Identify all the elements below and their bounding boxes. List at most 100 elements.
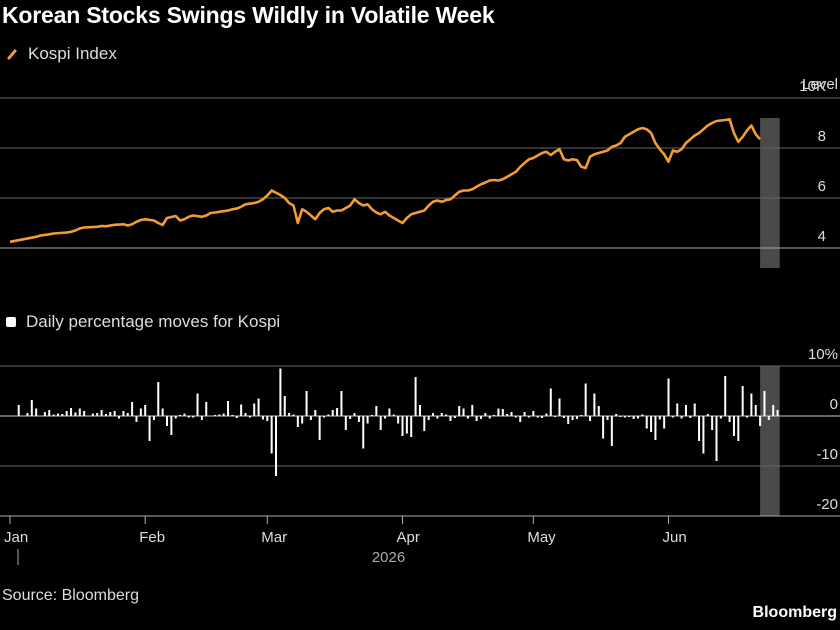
daily-move-bar: [602, 416, 605, 439]
daily-move-bar: [741, 386, 744, 416]
highlight-band-top: [760, 118, 780, 268]
daily-move-bar: [754, 405, 757, 416]
daily-move-bar: [541, 416, 544, 418]
daily-move-bar: [327, 414, 330, 416]
y-axis-title: Level: [802, 76, 838, 93]
daily-move-bar: [288, 413, 291, 416]
chart-title: Korean Stocks Swings Wildly in Volatile …: [2, 2, 495, 28]
daily-move-bar: [580, 415, 583, 416]
daily-move-bar: [759, 416, 762, 426]
daily-move-bar: [30, 400, 33, 416]
daily-move-bar: [480, 416, 482, 419]
daily-move-bar: [353, 413, 356, 416]
daily-move-bar: [427, 416, 430, 420]
daily-move-bar: [375, 406, 378, 416]
daily-move-bar: [776, 410, 779, 416]
daily-move-bar: [253, 403, 256, 416]
daily-move-bar: [196, 393, 199, 416]
y-tick-label-bottom: 10%: [808, 346, 838, 363]
daily-move-bar: [240, 404, 243, 416]
daily-move-bar: [571, 416, 574, 420]
daily-move-bar: [746, 416, 749, 418]
daily-move-bar: [654, 416, 657, 440]
daily-move-bar: [645, 416, 648, 429]
daily-move-bar: [392, 414, 395, 416]
daily-move-bar: [702, 416, 705, 454]
daily-move-bar: [628, 416, 631, 417]
daily-move-bar: [61, 414, 64, 416]
daily-move-bar: [152, 416, 155, 420]
daily-move-bar: [213, 415, 216, 416]
daily-move-bar: [292, 414, 295, 416]
daily-move-bar: [689, 416, 692, 418]
daily-move-bar: [562, 416, 565, 418]
daily-move-bar: [301, 416, 304, 424]
daily-move-bar: [484, 413, 487, 416]
daily-move-bar: [750, 393, 753, 416]
y-tick-label-top: 4: [818, 228, 826, 245]
daily-move-bar: [83, 411, 86, 416]
daily-move-bar: [248, 416, 251, 418]
daily-move-bar: [379, 416, 382, 430]
daily-move-bar: [527, 416, 530, 418]
daily-move-bar: [170, 416, 173, 435]
daily-move-bar: [283, 396, 286, 416]
daily-move-bar: [641, 414, 644, 416]
daily-move-bar: [410, 416, 413, 437]
daily-move-bar: [719, 416, 722, 419]
daily-move-bar: [113, 411, 116, 416]
daily-move-bar: [584, 383, 587, 416]
daily-move-bar: [78, 408, 81, 416]
daily-move-bar: [157, 382, 160, 416]
daily-move-bar: [122, 411, 125, 416]
daily-move-bar: [658, 416, 661, 420]
daily-move-bar: [344, 416, 347, 430]
daily-move-bar: [536, 416, 539, 418]
daily-move-bar: [698, 416, 701, 441]
legend-line-label: Kospi Index: [28, 44, 117, 63]
daily-move-bar: [388, 408, 391, 416]
daily-move-bar: [174, 416, 177, 419]
daily-move-bar: [737, 416, 740, 441]
daily-move-bar: [179, 415, 182, 416]
daily-move-bar: [397, 416, 400, 424]
daily-move-bar: [314, 410, 317, 416]
daily-move-bar: [706, 414, 709, 416]
daily-move-bar: [192, 416, 195, 418]
daily-move-bar: [667, 378, 670, 416]
daily-move-bar: [432, 413, 435, 416]
daily-move-bar: [205, 402, 208, 416]
x-tick-label: Jun: [663, 529, 687, 546]
daily-move-bar: [218, 414, 221, 416]
y-tick-label-bottom: 0: [830, 396, 838, 413]
daily-move-bar: [488, 416, 491, 419]
daily-move-bar: [43, 412, 46, 416]
daily-move-bar: [493, 415, 496, 416]
daily-move-bar: [17, 405, 20, 416]
daily-move-bar: [523, 412, 526, 416]
daily-move-bar: [323, 416, 325, 418]
daily-move-bar: [70, 408, 73, 416]
daily-move-bar: [606, 416, 609, 420]
daily-move-bar: [26, 413, 29, 416]
daily-move-bar: [732, 416, 735, 436]
daily-move-bar: [510, 412, 513, 416]
daily-move-bar: [593, 393, 596, 416]
daily-move-bar: [650, 416, 653, 432]
daily-move-bar: [462, 408, 465, 416]
daily-move-bar: [680, 416, 683, 419]
daily-move-bar: [200, 416, 203, 420]
daily-move-bar: [501, 409, 504, 416]
daily-move-bar: [663, 416, 666, 429]
daily-move-bar: [449, 416, 452, 421]
source-note: Source: Bloomberg: [2, 587, 139, 604]
daily-move-bar: [440, 413, 443, 416]
daily-move-bar: [370, 415, 373, 416]
y-tick-label-top: 8: [818, 128, 826, 145]
daily-move-bar: [275, 416, 278, 476]
daily-move-bar: [549, 388, 552, 416]
daily-move-bar: [266, 416, 269, 421]
x-year-label: 2026: [372, 549, 405, 566]
daily-move-bar: [711, 416, 714, 430]
daily-move-bar: [257, 398, 260, 416]
